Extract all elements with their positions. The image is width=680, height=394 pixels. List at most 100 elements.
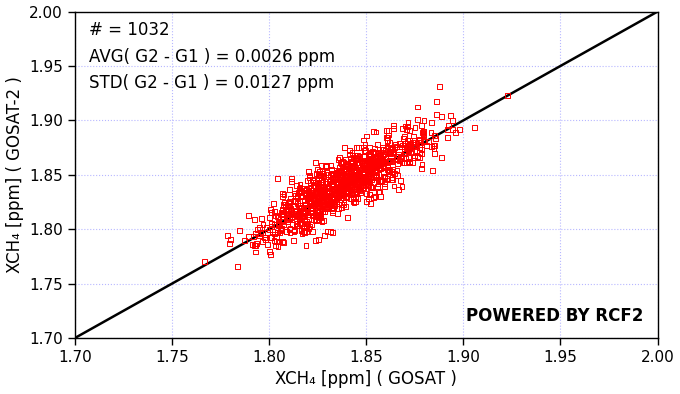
- Point: [339, 178, 350, 184]
- Point: [337, 191, 347, 197]
- Point: [317, 183, 328, 190]
- Point: [352, 178, 363, 185]
- Point: [324, 186, 335, 192]
- Point: [369, 162, 380, 168]
- Point: [379, 159, 390, 165]
- Point: [364, 179, 375, 186]
- Point: [339, 178, 350, 185]
- Point: [327, 196, 338, 203]
- Point: [349, 199, 360, 205]
- Point: [428, 145, 439, 152]
- Point: [414, 144, 425, 151]
- Point: [325, 228, 336, 234]
- Y-axis label: XCH₄ [ppm] ( GOSAT-2 ): XCH₄ [ppm] ( GOSAT-2 ): [5, 76, 24, 273]
- Point: [375, 161, 386, 167]
- Point: [301, 224, 311, 230]
- Point: [318, 184, 329, 190]
- Point: [336, 182, 347, 189]
- Point: [311, 180, 322, 187]
- Point: [362, 170, 373, 177]
- Point: [335, 154, 345, 160]
- Point: [295, 203, 306, 209]
- Point: [368, 161, 379, 167]
- Point: [339, 199, 350, 206]
- Point: [309, 193, 320, 199]
- Point: [297, 210, 308, 217]
- Point: [324, 188, 335, 194]
- Point: [333, 179, 344, 185]
- Point: [309, 202, 320, 208]
- Point: [392, 167, 403, 173]
- Point: [358, 184, 369, 190]
- Point: [333, 168, 344, 175]
- Point: [374, 153, 385, 159]
- Point: [362, 182, 373, 188]
- Point: [301, 219, 312, 225]
- Point: [286, 212, 297, 218]
- Point: [346, 176, 357, 182]
- Point: [416, 146, 427, 152]
- Point: [337, 187, 347, 193]
- Point: [355, 189, 366, 195]
- Point: [355, 175, 366, 182]
- Point: [383, 132, 394, 138]
- Point: [415, 139, 426, 146]
- Point: [396, 156, 407, 162]
- Point: [378, 168, 389, 174]
- Point: [360, 175, 371, 182]
- Point: [303, 210, 313, 216]
- Point: [502, 93, 513, 99]
- Point: [350, 188, 361, 195]
- Point: [333, 195, 344, 201]
- Point: [336, 169, 347, 176]
- Point: [289, 197, 300, 204]
- Point: [399, 148, 410, 154]
- Point: [346, 186, 357, 192]
- Point: [388, 125, 398, 132]
- Point: [337, 201, 347, 207]
- Point: [413, 116, 424, 123]
- Point: [354, 170, 364, 176]
- Point: [327, 230, 338, 236]
- Point: [364, 169, 375, 176]
- Point: [367, 177, 377, 183]
- Point: [264, 214, 275, 221]
- Point: [353, 175, 364, 181]
- Point: [355, 175, 366, 181]
- Point: [343, 177, 354, 183]
- Point: [364, 191, 375, 197]
- Point: [304, 190, 315, 197]
- Point: [307, 191, 318, 198]
- Point: [284, 230, 295, 236]
- Point: [302, 205, 313, 211]
- Point: [394, 158, 405, 164]
- Point: [313, 181, 324, 187]
- Point: [373, 158, 384, 164]
- Point: [388, 148, 398, 154]
- Point: [298, 190, 309, 196]
- Point: [316, 211, 326, 217]
- Point: [345, 160, 356, 166]
- Point: [338, 190, 349, 197]
- Point: [398, 136, 409, 142]
- Point: [308, 203, 319, 209]
- Point: [315, 214, 326, 221]
- Point: [352, 152, 363, 159]
- Point: [324, 178, 335, 184]
- Point: [350, 185, 360, 191]
- Point: [356, 161, 367, 167]
- Point: [389, 170, 400, 176]
- Point: [325, 199, 336, 206]
- Point: [298, 204, 309, 210]
- Point: [342, 163, 353, 169]
- Point: [307, 221, 318, 227]
- Point: [368, 162, 379, 169]
- Point: [319, 191, 330, 197]
- Point: [372, 162, 383, 168]
- Point: [355, 185, 366, 191]
- Point: [341, 188, 352, 194]
- Point: [345, 181, 356, 187]
- Point: [315, 201, 326, 207]
- Point: [281, 214, 292, 221]
- Point: [359, 166, 370, 173]
